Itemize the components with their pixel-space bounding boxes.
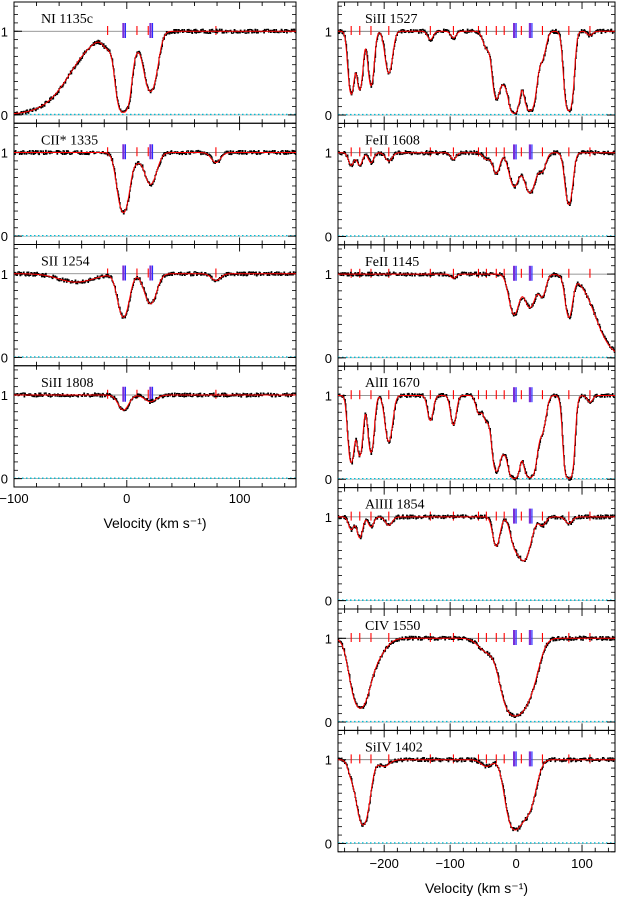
x-tick-label: 100 [571,856,593,871]
panel-label: SII 1254 [41,255,90,270]
panel-civ-1550: 0 1 CIV 1550 [325,608,616,731]
spectrum-line [338,271,616,353]
model-fit-line [338,152,615,206]
model-fit-line [337,637,615,717]
y-tick-label: 0 [325,594,332,609]
y-tick-label: 1 [1,388,8,403]
model-fit-line [338,516,615,562]
model-fit-line [13,30,296,115]
x-axis-title: Velocity (km s⁻¹) [103,515,206,531]
x-tick-label: −200 [370,856,399,871]
model-fit-line [338,30,615,114]
x-axis-title: Velocity (km s⁻¹) [425,880,528,896]
y-tick-label: 0 [325,715,332,730]
panel-siii-1527: 0 1 SiII 1527 [325,1,616,124]
y-tick-label: 1 [1,24,8,39]
y-tick-label: 1 [325,631,332,646]
panel-alii-1670: 0 1 AlII 1670 [325,365,616,489]
right-column-plots: 0 1 SiII 1527 0 1 FeII 1608 0 1 FeII 1145 0 1 AlII … [325,1,616,896]
y-tick-label: 1 [325,510,332,525]
panel-siii-1808: 0 1 SiII 1808 [1,365,297,488]
y-tick-label: 0 [325,836,332,851]
spectrum-line [338,150,616,206]
y-tick-label: 0 [1,108,8,123]
panel-label: SiII 1527 [365,12,418,27]
spectrum-line [338,635,616,719]
y-tick-label: 1 [1,146,8,161]
model-fit-line [338,273,616,352]
spectrum-line [14,28,297,116]
panel-label: AlIII 1854 [365,498,425,513]
spectrum-line [338,28,616,115]
panel-ni-1135c: 0 1 NI 1135c [1,1,297,124]
panel-label: AlII 1670 [365,376,420,391]
panel-siiv-1402: 0 1 SiIV 1402 [325,729,616,853]
y-tick-label: 0 [1,472,8,487]
y-tick-label: 0 [325,472,332,487]
y-tick-label: 1 [1,267,8,282]
y-tick-label: 1 [325,146,332,161]
panel-cii-1335: 0 1 CII* 1335 [1,122,297,245]
y-tick-label: 0 [1,229,8,244]
panel-label: SiIV 1402 [365,740,423,755]
panel-label: CII* 1335 [41,133,98,148]
left-column-plots: 0 1 NI 1135c 0 1 CII* 1335 0 1 SII 1254 0 1 SiII 18… [0,1,297,531]
panel-label: FeII 1145 [365,255,419,270]
spectrum-line [14,392,297,412]
panel-label: FeII 1608 [365,133,420,148]
model-fit-line [14,394,296,411]
y-tick-label: 0 [325,351,332,366]
x-tick-label: −100 [435,856,464,871]
panel-aliii-1854: 0 1 AlIII 1854 [325,487,616,610]
model-fit-line [14,273,296,318]
panel-feii-1145: 0 1 FeII 1145 [325,244,616,367]
model-fit-line [14,152,296,214]
panel-label: CIV 1550 [365,619,420,634]
x-tick-label: 0 [123,491,130,506]
y-tick-label: 0 [1,350,8,365]
panel-feii-1608: 0 1 FeII 1608 [325,122,616,246]
y-tick-label: 1 [325,753,332,768]
model-fit-line [338,395,615,479]
y-tick-label: 1 [325,267,332,282]
x-tick-label: 100 [229,491,251,506]
spectrum-line [338,514,616,562]
y-tick-label: 1 [325,389,332,404]
spectrum-line [14,149,297,215]
y-tick-label: 1 [325,24,332,39]
x-tick-label: −100 [0,491,29,506]
spectrum-line [338,757,616,832]
x-tick-label: 0 [512,856,519,871]
panel-sii-1254: 0 1 SII 1254 [1,244,297,367]
panel-frame [13,365,297,488]
panel-label: NI 1135c [41,12,93,27]
y-tick-label: 0 [325,229,332,244]
y-tick-label: 0 [325,108,332,123]
panel-label: SiII 1808 [41,376,94,391]
model-fit-line [338,759,615,831]
spectrum-line [14,271,297,319]
